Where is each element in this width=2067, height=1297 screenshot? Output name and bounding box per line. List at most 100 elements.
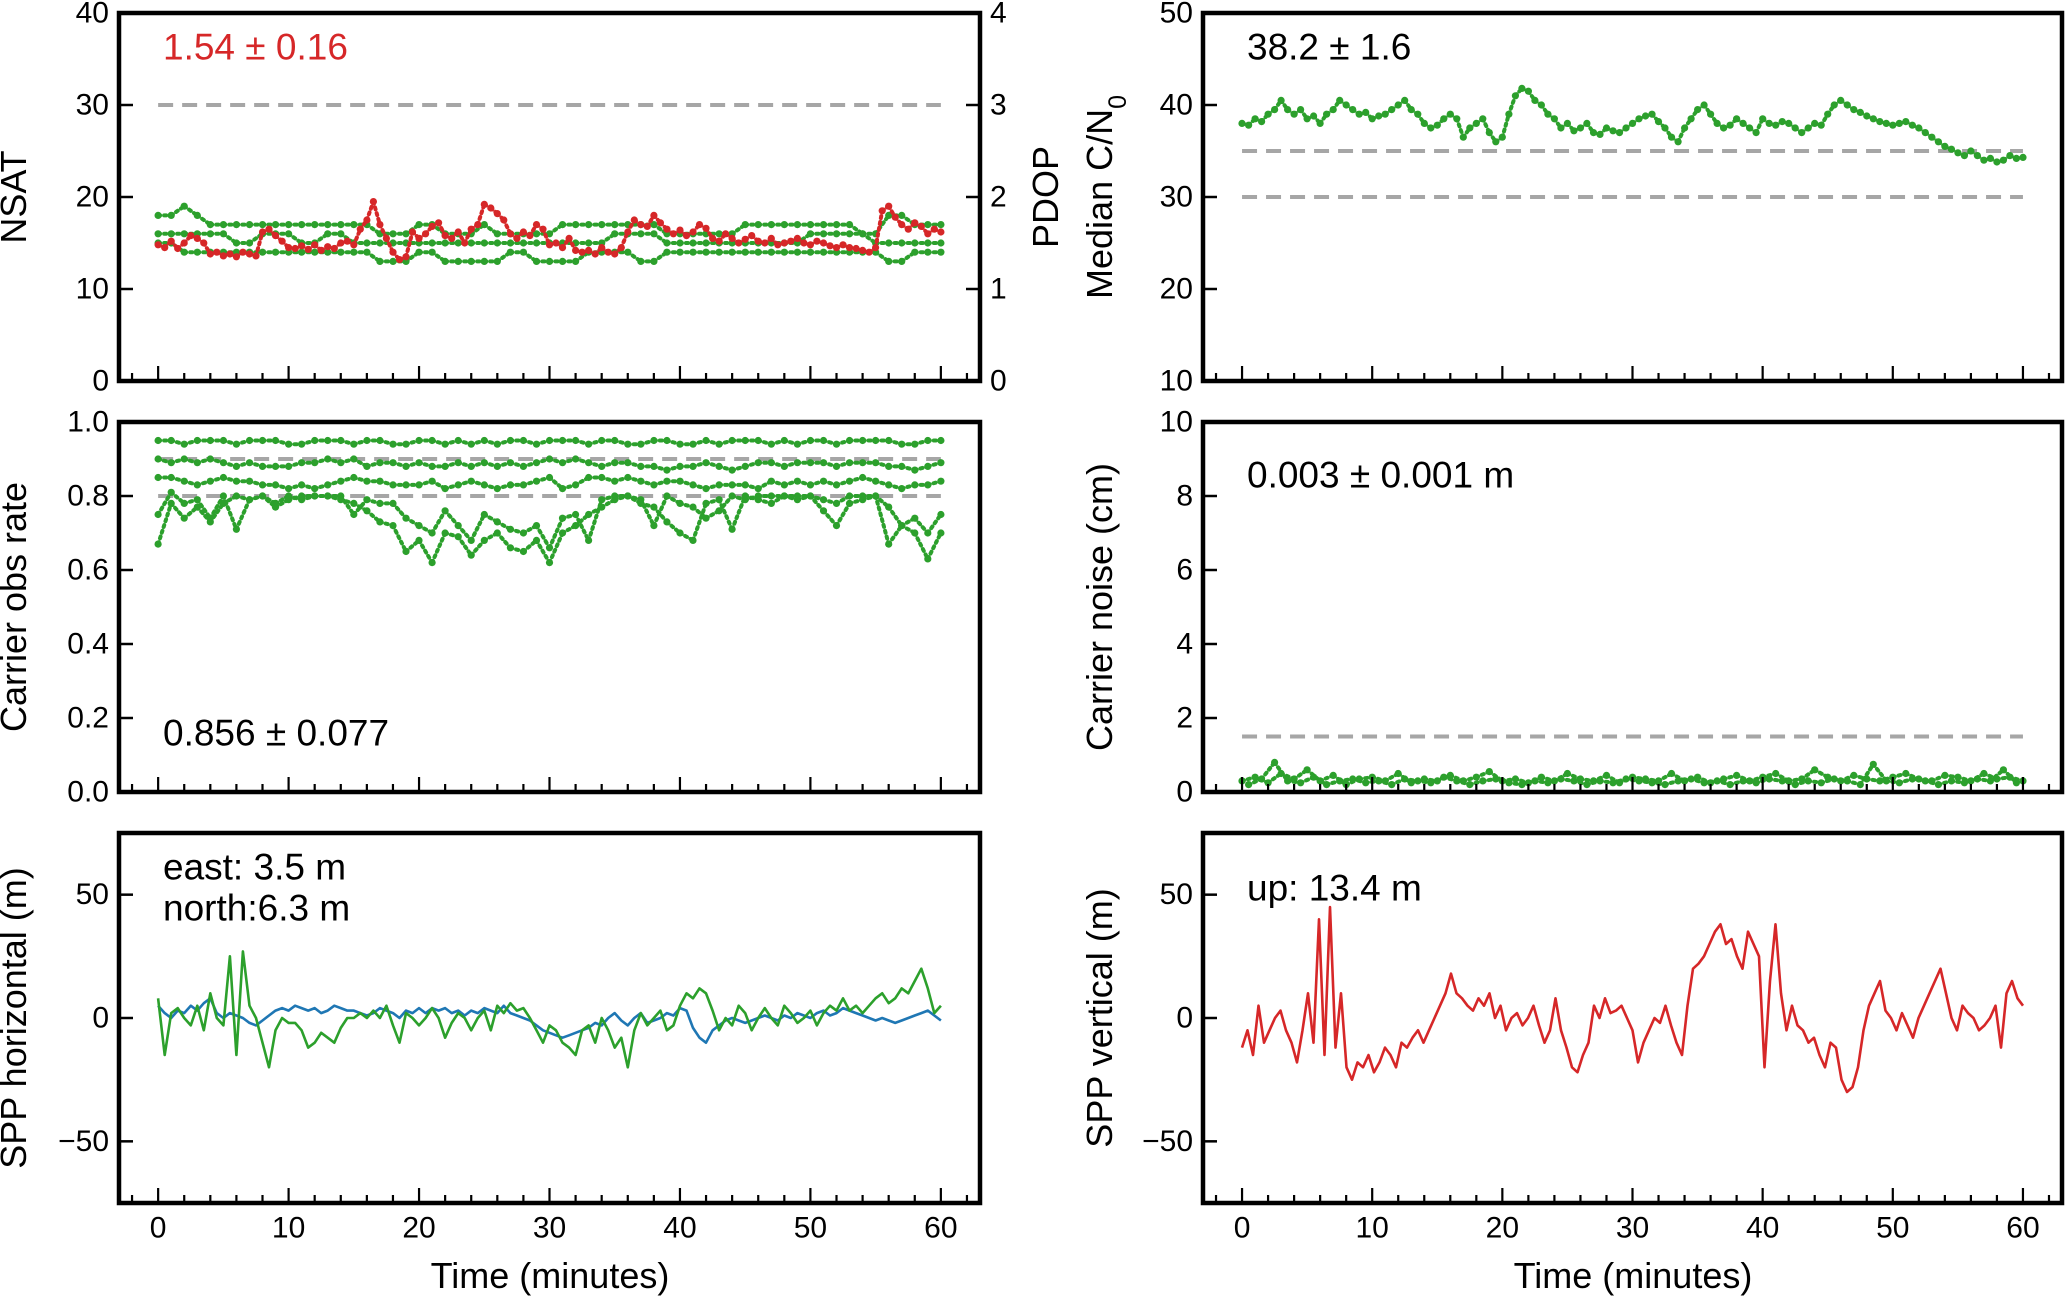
data-point-trail [873,208,885,250]
y-tick-label: 30 [76,89,109,122]
data-point-trail [534,538,552,565]
y-tick-label: 1.0 [67,406,109,439]
data-point [2019,153,2027,161]
y-tick-label: 20 [1160,273,1193,306]
y-tick-label: 50 [76,878,109,911]
subplot-4: 0 2 4 6 8 10 Carrier noise (cm) 0.003 ± 0.001 m [1079,406,2065,809]
y2-tick-label: 0 [990,365,1007,398]
series-3 [154,473,945,493]
x-tick-label: 50 [794,1212,827,1245]
data-point [937,477,945,485]
y-tick-label: 10 [1160,406,1193,439]
subplot-5: −50 0 50 0 10 20 30 40 50 60 SPP horizontal (m) eas… [0,830,983,1245]
y-tick-label: 4 [1176,628,1193,661]
series-4 [154,488,945,552]
y-tick-label: 6 [1176,554,1193,587]
data-point-trail [573,512,591,543]
data-point-trail [371,199,382,227]
data-point [937,436,945,445]
y-tick-label: −50 [1142,1125,1193,1158]
x-tick-label: 60 [2006,1212,2039,1245]
y-tick-label: 0.0 [67,776,109,809]
data-point [937,510,945,519]
series-4 [154,198,945,264]
y-axis-label: SPP horizontal (m) [0,867,34,1168]
y-axis-label-text: Carrier obs rate [0,482,34,732]
data-point-trail [886,505,904,528]
subplot-6: −50 0 50 0 10 20 30 40 50 60 SPP vertical (m) up: 1… [1079,830,2065,1245]
series-1 [1238,84,2027,166]
data-point-trail [156,490,174,517]
y-tick-label: 20 [76,181,109,214]
data-point-trail [208,501,226,524]
y2-tick-label: 3 [990,89,1007,122]
y-tick-label: 0.8 [67,480,109,513]
y-axis-label: SPP vertical (m) [1079,888,1120,1147]
data-point-trail [717,497,735,532]
data-point-trail [834,501,852,528]
subplot-2: 10 20 30 40 50 Median C/N0 38.2 ± 1.6 [1079,0,2065,398]
x-tick-label: 10 [272,1212,305,1245]
data-point-trail [1858,762,1876,787]
x-axis-label-left: Time (minutes) [431,1255,670,1296]
data-point-trail [912,531,930,561]
annotation: 38.2 ± 1.6 [1247,27,1411,68]
y-tick-label: 8 [1176,480,1193,513]
data-point-trail [404,229,415,259]
y-tick-label: 0.2 [67,702,109,735]
data-point-trail [730,494,748,532]
annotation: north:6.3 m [163,888,350,929]
x-tick-label: 50 [1876,1212,1909,1245]
y-tick-label: 0 [92,365,109,398]
data-point-trail [234,497,252,532]
y-axis-label: Median C/N0 [1079,95,1132,299]
data-point-trail [195,497,213,521]
y-tick-label: 50 [1160,878,1193,911]
series-line-1 [157,996,942,1044]
y2-tick-label: 1 [990,273,1007,306]
data-point-trail [390,523,408,554]
annotation: east: 3.5 m [163,847,346,888]
x-tick-label: 20 [402,1212,435,1245]
data-point-trail [253,229,265,258]
data-point-trail [691,501,709,543]
series-5 [154,492,945,567]
data-point-trail [430,508,448,535]
data-point-trail [547,531,565,565]
y-tick-label: 30 [1160,181,1193,214]
data-point-trail [534,523,552,550]
subplot-1: 0 10 20 30 40 0 1 2 3 4 PDOP NSAT 1.54 ± 0.16 [0,0,1066,398]
data-point-trail [925,531,943,561]
data-point-trail [456,534,474,558]
y-axis-label-text: Median C/N [1079,109,1120,299]
x-axis-label-right: Time (minutes) [1514,1255,1753,1296]
y-tick-label: 10 [1160,365,1193,398]
data-point-trail [886,523,904,547]
x-tick-label: 0 [150,1212,167,1245]
data-point [937,221,945,229]
series-line-1 [1240,905,2025,1094]
x-tick-label: 40 [663,1212,696,1245]
x-tick-label: 60 [924,1212,957,1245]
y-tick-label: 10 [76,273,109,306]
data-point [937,529,945,537]
data-point [937,459,945,467]
y-tick-label: 0 [1176,1002,1193,1035]
annotation: 0.003 ± 0.001 m [1247,455,1514,496]
annotation: 1.54 ± 0.16 [163,27,348,68]
y-axis-label: Carrier noise (cm) [1079,463,1120,751]
y-tick-label: 0 [92,1002,109,1035]
data-point-trail [208,494,226,521]
y-axis-label: Carrier obs rate [0,482,34,732]
data-point-trail [417,538,435,565]
data-point-trail [1500,112,1511,140]
y-axis-label-text: SPP vertical (m) [1079,888,1120,1147]
data-point-trail [651,494,669,528]
annotation: up: 13.4 m [1247,868,1422,909]
data-point [937,228,945,236]
data-point [937,239,945,247]
y-tick-label: 40 [1160,89,1193,122]
data-point [2012,779,2020,787]
y-axis-label-text: SPP horizontal (m) [0,867,34,1168]
